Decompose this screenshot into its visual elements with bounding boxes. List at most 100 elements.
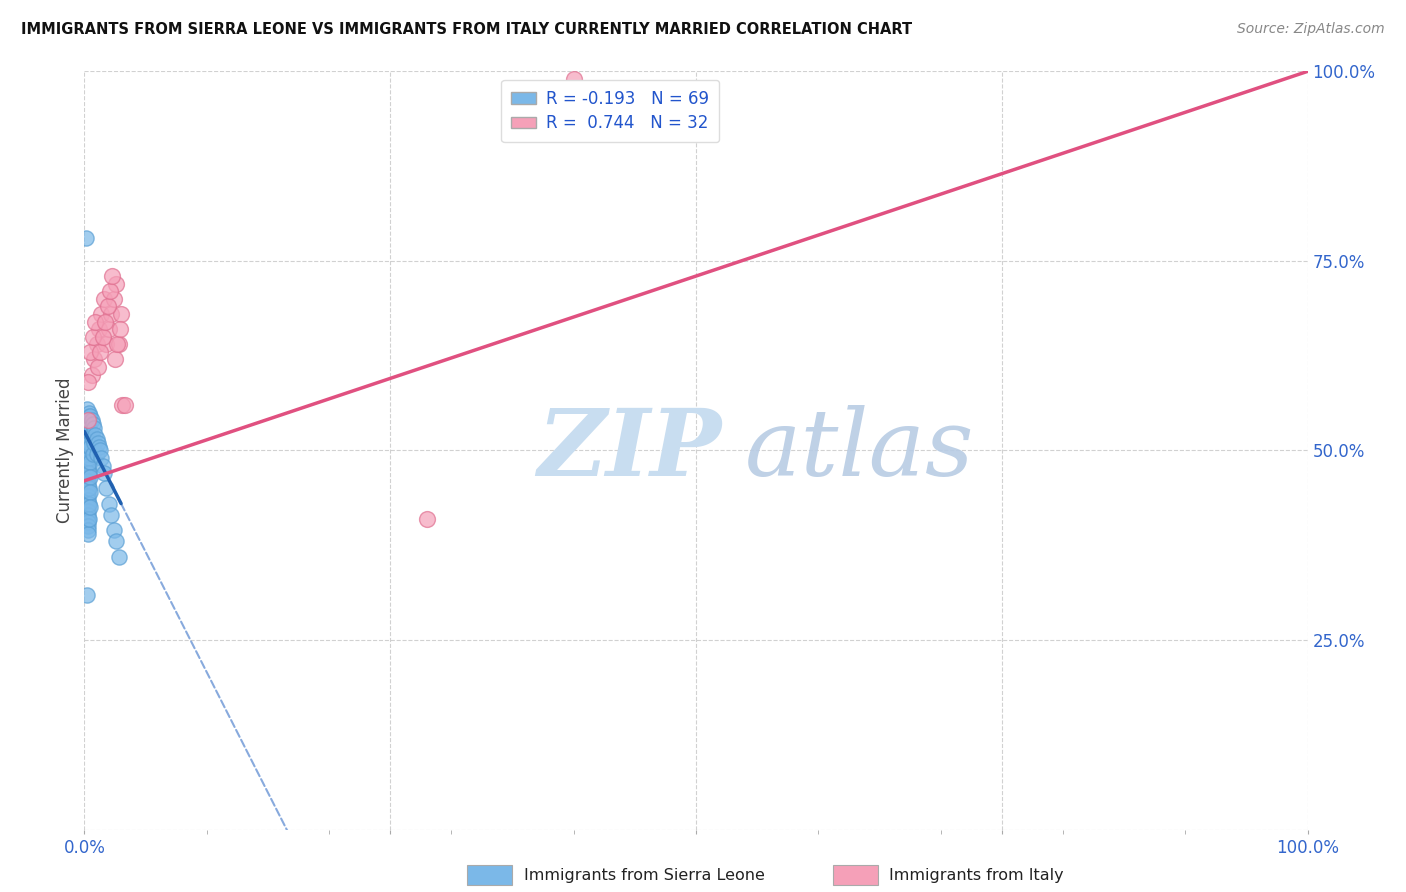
- Point: [103, 523, 125, 537]
- Point: [79, 455, 101, 469]
- Text: ZIP: ZIP: [537, 406, 721, 495]
- Point: [77, 436, 100, 450]
- Point: [77, 467, 100, 481]
- Point: [77, 516, 100, 530]
- Point: [77, 443, 100, 458]
- Text: atlas: atlas: [745, 406, 974, 495]
- Point: [100, 508, 122, 522]
- Point: [86, 337, 108, 351]
- Point: [86, 447, 108, 461]
- Point: [90, 307, 112, 321]
- Point: [77, 492, 100, 507]
- Point: [83, 436, 105, 450]
- Point: [80, 368, 103, 382]
- Point: [80, 413, 103, 427]
- Point: [82, 447, 104, 461]
- Point: [86, 432, 108, 446]
- Point: [77, 508, 100, 522]
- Point: [79, 440, 101, 454]
- Point: [77, 458, 100, 473]
- Point: [105, 337, 128, 351]
- Point: [97, 322, 120, 336]
- Point: [77, 504, 100, 518]
- Point: [77, 477, 100, 491]
- Point: [96, 482, 118, 496]
- Y-axis label: Currently Married: Currently Married: [56, 377, 75, 524]
- Point: [77, 462, 100, 476]
- Point: [416, 512, 439, 526]
- Point: [84, 428, 107, 442]
- Point: [77, 405, 100, 420]
- Point: [75, 231, 97, 245]
- Point: [100, 307, 122, 321]
- Point: [89, 344, 111, 359]
- Point: [108, 322, 131, 336]
- Point: [79, 344, 101, 359]
- Point: [77, 526, 100, 541]
- Point: [77, 496, 100, 510]
- Text: Immigrants from Italy: Immigrants from Italy: [889, 868, 1064, 882]
- Point: [91, 458, 114, 473]
- Point: [94, 314, 117, 328]
- Text: Immigrants from Sierra Leone: Immigrants from Sierra Leone: [523, 868, 765, 882]
- Point: [77, 436, 100, 450]
- Point: [80, 428, 103, 442]
- Point: [77, 485, 100, 500]
- Point: [104, 352, 127, 367]
- Point: [87, 436, 110, 450]
- Point: [77, 421, 100, 435]
- Point: [107, 549, 129, 564]
- Point: [82, 330, 104, 344]
- Point: [90, 451, 112, 466]
- Point: [77, 482, 100, 496]
- Point: [77, 409, 100, 424]
- Point: [77, 425, 100, 439]
- Point: [84, 314, 107, 328]
- Point: [87, 359, 110, 375]
- Point: [77, 523, 100, 537]
- Point: [82, 417, 104, 431]
- Point: [103, 292, 125, 306]
- Legend: R = -0.193   N = 69, R =  0.744   N = 32: R = -0.193 N = 69, R = 0.744 N = 32: [502, 79, 720, 143]
- Text: IMMIGRANTS FROM SIERRA LEONE VS IMMIGRANTS FROM ITALY CURRENTLY MARRIED CORRELAT: IMMIGRANTS FROM SIERRA LEONE VS IMMIGRAN…: [21, 22, 912, 37]
- Point: [89, 443, 111, 458]
- Point: [77, 432, 100, 446]
- Point: [93, 467, 115, 481]
- Point: [77, 496, 100, 510]
- Point: [98, 285, 121, 299]
- Point: [77, 451, 100, 466]
- Point: [77, 489, 100, 503]
- Point: [105, 534, 128, 549]
- Point: [77, 447, 100, 461]
- Point: [97, 300, 120, 314]
- Point: [87, 440, 110, 454]
- Point: [105, 277, 128, 291]
- Point: [82, 432, 104, 446]
- Point: [77, 470, 100, 484]
- Point: [96, 337, 118, 351]
- Point: [76, 401, 98, 416]
- Point: [77, 451, 100, 466]
- Point: [77, 474, 100, 488]
- Point: [83, 352, 105, 367]
- Point: [77, 512, 100, 526]
- Point: [114, 398, 136, 412]
- Point: [77, 519, 100, 533]
- Point: [79, 409, 101, 424]
- Point: [77, 417, 100, 431]
- Point: [77, 455, 100, 469]
- Point: [93, 292, 115, 306]
- Point: [77, 376, 100, 390]
- Point: [77, 413, 100, 427]
- Point: [76, 588, 98, 602]
- Point: [77, 512, 100, 526]
- Point: [101, 269, 124, 284]
- Point: [77, 482, 100, 496]
- Point: [87, 322, 110, 336]
- Point: [79, 485, 101, 500]
- Point: [111, 398, 134, 412]
- Point: [107, 337, 129, 351]
- Point: [77, 500, 100, 515]
- Point: [79, 425, 101, 439]
- Point: [91, 330, 114, 344]
